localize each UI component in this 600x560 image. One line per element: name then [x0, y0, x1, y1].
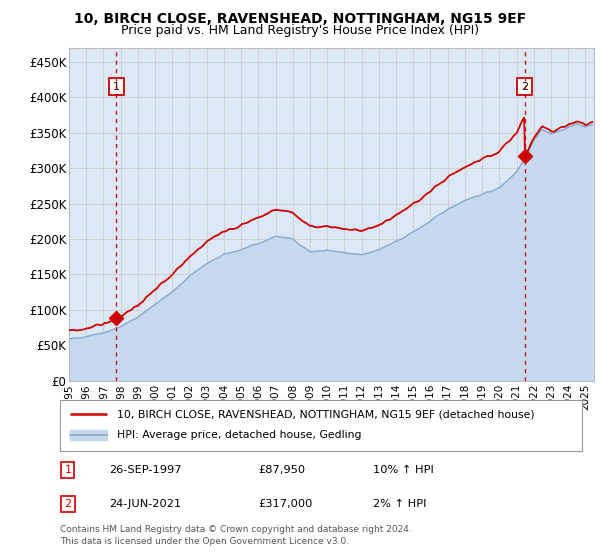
FancyBboxPatch shape — [60, 400, 582, 451]
Text: 2: 2 — [521, 82, 529, 92]
Text: 2% ↑ HPI: 2% ↑ HPI — [373, 499, 427, 509]
Text: 10, BIRCH CLOSE, RAVENSHEAD, NOTTINGHAM, NG15 9EF (detached house): 10, BIRCH CLOSE, RAVENSHEAD, NOTTINGHAM,… — [118, 409, 535, 419]
Text: 1: 1 — [64, 465, 71, 475]
Text: HPI: Average price, detached house, Gedling: HPI: Average price, detached house, Gedl… — [118, 430, 362, 440]
Text: Price paid vs. HM Land Registry's House Price Index (HPI): Price paid vs. HM Land Registry's House … — [121, 24, 479, 37]
Text: 10% ↑ HPI: 10% ↑ HPI — [373, 465, 434, 475]
Text: 10, BIRCH CLOSE, RAVENSHEAD, NOTTINGHAM, NG15 9EF: 10, BIRCH CLOSE, RAVENSHEAD, NOTTINGHAM,… — [74, 12, 526, 26]
Text: Contains HM Land Registry data © Crown copyright and database right 2024.
This d: Contains HM Land Registry data © Crown c… — [60, 525, 412, 546]
Text: 1: 1 — [113, 82, 119, 92]
Text: 26-SEP-1997: 26-SEP-1997 — [110, 465, 182, 475]
Text: 2: 2 — [64, 499, 71, 509]
Text: 24-JUN-2021: 24-JUN-2021 — [110, 499, 182, 509]
Text: £317,000: £317,000 — [259, 499, 313, 509]
Text: £87,950: £87,950 — [259, 465, 305, 475]
